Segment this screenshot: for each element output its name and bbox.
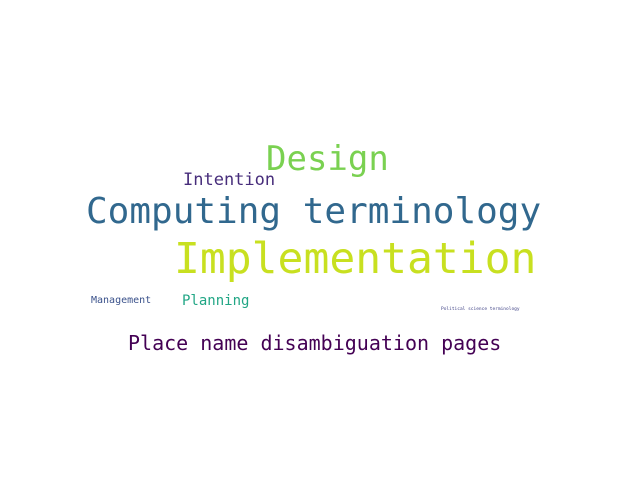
- word-implementation: Implementation: [174, 234, 537, 284]
- word-intention: Intention: [183, 170, 276, 190]
- word-political-science-terminology: Political science terminology: [441, 307, 520, 312]
- word-computing-terminology: Computing terminology: [86, 191, 542, 232]
- word-planning: Planning: [182, 293, 250, 309]
- word-place-name-disambiguation-pages: Place name disambiguation pages: [128, 331, 502, 355]
- word-management: Management: [91, 295, 152, 306]
- word-design: Design: [266, 139, 389, 179]
